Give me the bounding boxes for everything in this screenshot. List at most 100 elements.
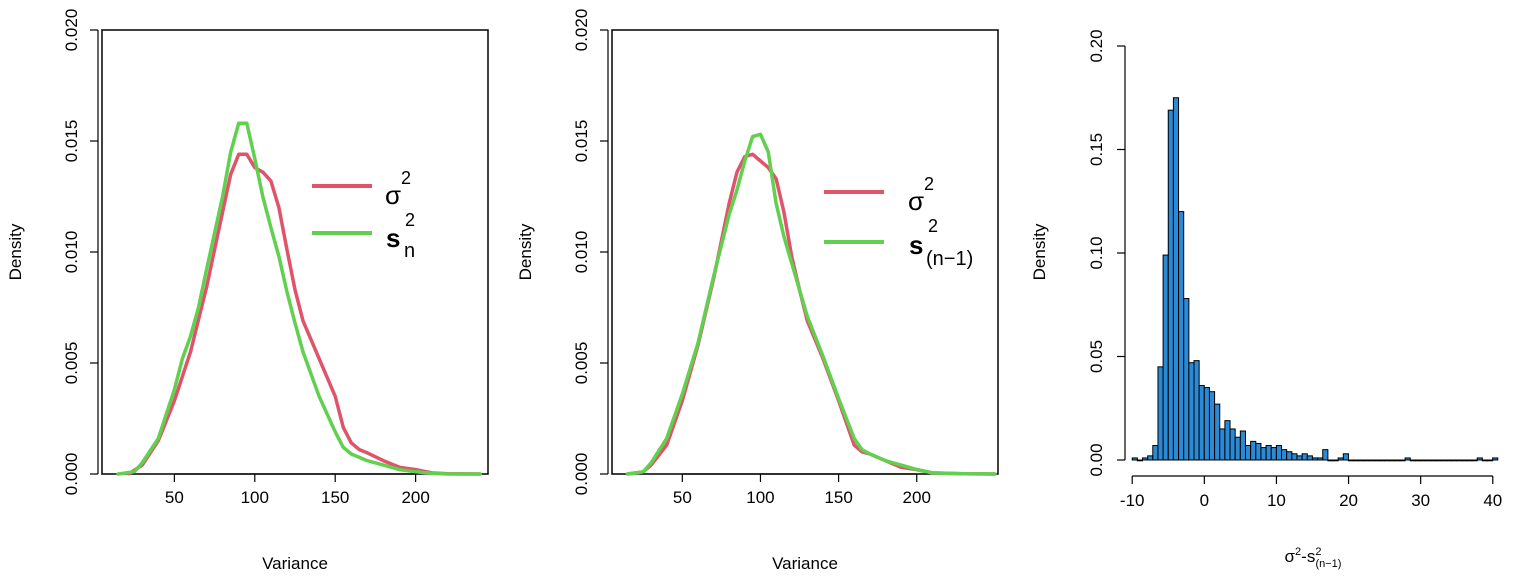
plot-box-1 <box>101 29 489 475</box>
y-tick-label-1: 0.005 <box>62 342 81 385</box>
x-tick-label-3: 10 <box>1267 491 1286 510</box>
x-tick-label-2: 200 <box>903 488 931 507</box>
histogram-bar <box>1193 360 1200 461</box>
y-tick-label-2: 0.010 <box>572 231 591 274</box>
x-tick-label-2: 150 <box>824 488 852 507</box>
histogram-bar <box>1136 459 1144 462</box>
histogram-bar <box>1347 459 1355 462</box>
legend-label-sigma-2: σ2 <box>908 174 934 216</box>
histogram-bar <box>1404 457 1411 461</box>
histogram-bar <box>1332 459 1339 462</box>
histogram-bar <box>1450 459 1458 462</box>
y-tick-label-3: 0.00 <box>1087 443 1106 476</box>
histogram-bar <box>1157 366 1164 461</box>
histogram-bar <box>1358 459 1365 462</box>
histogram-bar <box>1445 459 1452 462</box>
y-tick-label-1: 0.020 <box>62 9 81 52</box>
density-line-sigma-2 <box>625 152 997 476</box>
panel-1: 50 100 150 200 0.000 0.005 0.010 0.015 0.020 Var… <box>6 9 489 573</box>
panel-3: -10 0 10 20 30 40 0.00 0.05 0.10 0.15 0.20 Density… <box>1030 29 1502 570</box>
y-tick-label-1: 0.000 <box>62 453 81 496</box>
histogram-bar <box>1270 447 1277 461</box>
histogram-bar <box>1466 459 1473 462</box>
histogram-bar <box>1142 457 1149 461</box>
histogram-bar <box>1229 428 1236 461</box>
y-tick-label-3: 0.05 <box>1087 340 1106 373</box>
histogram-bar <box>1368 459 1375 462</box>
histogram-bar <box>1281 449 1288 461</box>
density-lines-2 <box>625 132 997 476</box>
histogram-bar <box>1306 455 1313 461</box>
legend-1: σ2 s2 n <box>312 168 415 262</box>
y-tick-label-1: 0.015 <box>62 120 81 163</box>
histogram-bar <box>1188 362 1195 461</box>
x-tick-label-1: 100 <box>241 488 269 507</box>
histogram-bar <box>1291 453 1298 461</box>
histogram-bar <box>1219 428 1226 461</box>
histogram-bar <box>1435 459 1442 462</box>
histogram-bar <box>1275 445 1283 461</box>
histogram-bar <box>1214 403 1221 461</box>
axes-3: -10 0 10 20 30 40 0.00 0.05 0.10 0.15 0.20 <box>1087 29 1502 510</box>
y-tick-label-2: 0.005 <box>572 342 591 385</box>
axes-2: 50 100 150 200 0.000 0.005 0.010 0.015 0.020 <box>572 9 931 507</box>
x-axis-label-3: σ2-s2 (n−1) <box>1285 546 1342 570</box>
histogram-bar <box>1198 384 1205 461</box>
histogram-bar <box>1384 459 1391 462</box>
x-tick-label-2: 100 <box>746 488 774 507</box>
y-tick-label-2: 0.020 <box>572 9 591 52</box>
histogram-bar <box>1301 453 1308 461</box>
x-axis-label-1: Variance <box>262 554 328 573</box>
histogram-bar <box>1389 459 1396 462</box>
histogram-bar <box>1471 459 1478 462</box>
histogram-bar <box>1260 447 1267 461</box>
histogram-bar <box>1373 459 1380 462</box>
histogram-bar <box>1234 436 1241 461</box>
histogram-bar <box>1172 97 1180 461</box>
histogram-bar <box>1162 254 1169 461</box>
axes-1: 50 100 150 200 0.000 0.005 0.010 0.015 0.020 <box>62 9 430 507</box>
histogram-bar <box>1296 455 1303 461</box>
x-tick-label-1: 200 <box>401 488 429 507</box>
histogram-bar <box>1317 457 1324 461</box>
x-tick-label-1: 50 <box>165 488 184 507</box>
density-line-s-2 <box>625 132 997 476</box>
y-axis-label-3: Density <box>1030 223 1049 280</box>
histogram-bar <box>1425 459 1432 462</box>
histogram-bar <box>1147 455 1154 461</box>
density-line-s-1 <box>116 121 482 476</box>
density-line-sigma-1 <box>127 152 482 476</box>
x-tick-label-2: 50 <box>673 488 692 507</box>
y-tick-label-2: 0.000 <box>572 453 591 496</box>
histogram-bar <box>1255 442 1262 461</box>
histogram-bar <box>1481 459 1488 462</box>
legend-label-sigma-1: σ2 <box>385 168 411 210</box>
histogram-bar <box>1183 298 1190 461</box>
histogram-bar <box>1178 211 1185 461</box>
histogram-bar <box>1487 459 1494 462</box>
histogram-bar <box>1456 459 1463 462</box>
histogram-bar <box>1353 459 1360 462</box>
histogram-bar <box>1322 449 1329 461</box>
x-tick-label-3: 30 <box>1411 491 1430 510</box>
y-axis-label-1: Density <box>6 223 25 280</box>
histogram-bar <box>1378 459 1386 462</box>
histogram-bar <box>1363 459 1370 462</box>
histogram-bar <box>1327 459 1334 462</box>
histogram-bar <box>1152 445 1159 461</box>
density-lines-1 <box>116 121 482 476</box>
histogram-bar <box>1342 453 1349 461</box>
legend-label-snm1-2: s2 (n−1) <box>909 216 973 270</box>
y-axis-label-2: Density <box>516 223 535 280</box>
histogram-bar <box>1203 387 1210 461</box>
histogram-bar <box>1244 445 1252 461</box>
y-tick-label-3: 0.15 <box>1087 133 1106 166</box>
histogram-bar <box>1430 459 1437 462</box>
histogram-bar <box>1208 391 1216 461</box>
histogram-bar <box>1265 445 1272 461</box>
x-tick-label-3: 40 <box>1483 491 1502 510</box>
histogram-bar <box>1131 457 1138 461</box>
histogram-bar <box>1420 459 1427 462</box>
y-tick-label-3: 0.20 <box>1087 29 1106 62</box>
